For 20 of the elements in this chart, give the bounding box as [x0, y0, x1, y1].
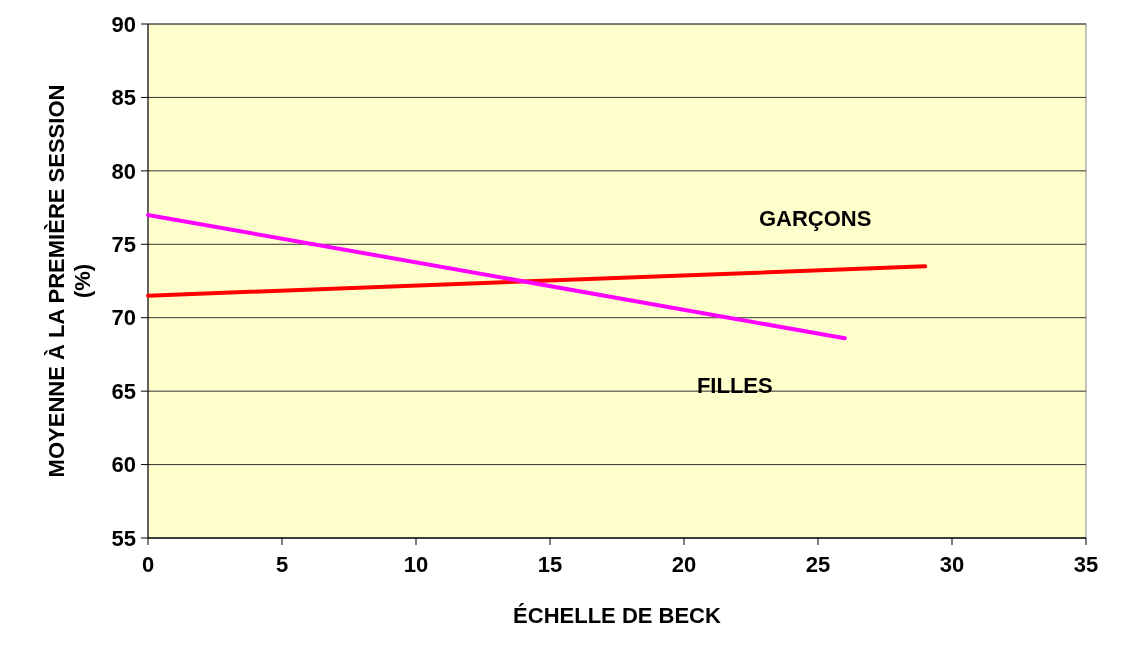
y-tick-label: 65: [111, 378, 136, 404]
x-tick-label: 15: [537, 552, 563, 577]
y-tick-label: 85: [111, 85, 136, 111]
y-axis-title: MOYENNE À LA PREMIÈRE SESSION (%): [43, 84, 95, 478]
y-tick-label: 70: [111, 305, 136, 331]
x-axis-title: ÉCHELLE DE BECK: [513, 603, 722, 628]
y-tick-label: 80: [111, 158, 136, 184]
x-tick-label: 0: [141, 552, 155, 577]
text: FILLES: [696, 373, 773, 399]
y-tick-label: 55: [111, 525, 136, 551]
x-tick-label: 30: [939, 552, 965, 577]
y-tick-label: 60: [111, 452, 136, 478]
x-tick-label: 35: [1073, 552, 1099, 577]
x-tick-label: 20: [671, 552, 697, 577]
y-tick-label: 90: [111, 11, 136, 37]
x-tick-label: 10: [403, 552, 429, 577]
x-tick-label: 5: [275, 552, 289, 577]
x-tick-label: 25: [805, 552, 831, 577]
series-label: GARÇONS: [758, 206, 872, 232]
y-tick-label: 75: [111, 231, 136, 257]
